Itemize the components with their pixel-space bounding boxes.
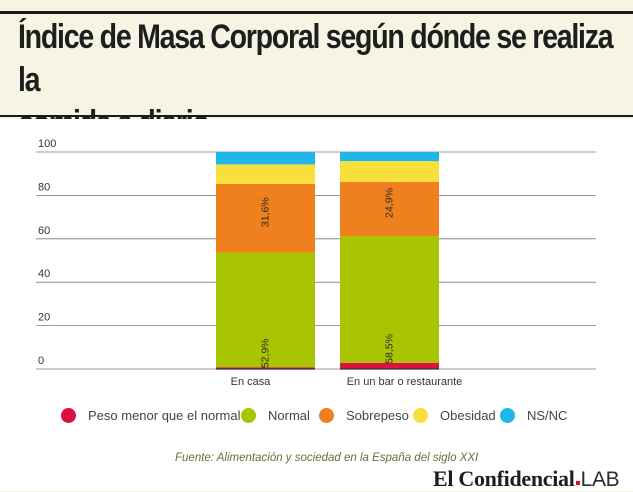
bar-segment-1-2 bbox=[216, 252, 315, 368]
legend-label: Peso menor que el normal bbox=[88, 407, 241, 423]
legend-swatch-icon bbox=[413, 407, 428, 423]
legend-swatch-icon bbox=[61, 407, 76, 423]
legend: Peso menor que el normal Normal Sobrepeso O… bbox=[0, 404, 633, 426]
stacked-bar-chart: 0 20 40 60 80 100 52,9% 31,6% En casa 58,5% 24,9% E… bbox=[36, 138, 596, 388]
legend-item-3: Sobrepeso bbox=[319, 404, 409, 426]
legend-item-2: Normal bbox=[241, 404, 310, 426]
logo-lab-text: LAB bbox=[580, 468, 620, 491]
x-category-label-1: En casa bbox=[231, 376, 272, 388]
title-line-1: Índice de Masa Corporal según dónde se r… bbox=[18, 18, 614, 99]
x-category-label-2: En un bar o restaurante bbox=[347, 376, 463, 388]
legend-item-5: NS/NC bbox=[500, 404, 567, 426]
top-rule bbox=[0, 11, 633, 14]
y-tick-label-40: 40 bbox=[38, 268, 50, 280]
bar-segment-2-1 bbox=[340, 362, 439, 369]
bar-segment-2-4 bbox=[340, 161, 439, 182]
data-label-1-3: 31,6% bbox=[259, 197, 271, 227]
legend-label: Normal bbox=[268, 407, 310, 423]
bar-segment-1-4 bbox=[216, 164, 315, 184]
data-label-2-2: 58,5% bbox=[383, 334, 395, 364]
legend-swatch-icon bbox=[241, 407, 256, 423]
legend-label: NS/NC bbox=[527, 407, 568, 423]
brand-logo: El Confidencial LAB bbox=[433, 466, 620, 492]
data-label-1-2: 52,9% bbox=[259, 338, 271, 368]
y-tick-label-100: 100 bbox=[38, 138, 56, 150]
legend-label: Sobrepeso bbox=[346, 407, 409, 423]
chart-panel bbox=[0, 119, 633, 491]
source-note: Fuente: Alimentación y sociedad en la Es… bbox=[175, 452, 479, 464]
bar-segment-1-5 bbox=[216, 152, 315, 165]
legend-label: Obesidad bbox=[440, 407, 496, 423]
legend-swatch-icon bbox=[319, 407, 334, 423]
y-tick-label-60: 60 bbox=[38, 225, 50, 237]
bar-segment-2-5 bbox=[340, 152, 439, 162]
title-rule bbox=[0, 115, 633, 117]
y-tick-label-20: 20 bbox=[38, 312, 50, 324]
logo-text: El Confidencial bbox=[433, 466, 575, 491]
bar-segment-1-3 bbox=[216, 183, 315, 253]
legend-item-1: Peso menor que el normal bbox=[61, 404, 240, 426]
bar-segment-2-3 bbox=[340, 181, 439, 236]
bar-segment-2-2 bbox=[340, 235, 439, 363]
y-tick-label-80: 80 bbox=[38, 181, 50, 193]
legend-swatch-icon bbox=[500, 407, 515, 423]
y-tick-label-0: 0 bbox=[38, 355, 44, 367]
legend-item-4: Obesidad bbox=[413, 404, 496, 426]
logo-dot-icon bbox=[575, 481, 580, 485]
bar-segment-1-1 bbox=[216, 367, 315, 369]
data-label-2-3: 24,9% bbox=[383, 188, 395, 218]
